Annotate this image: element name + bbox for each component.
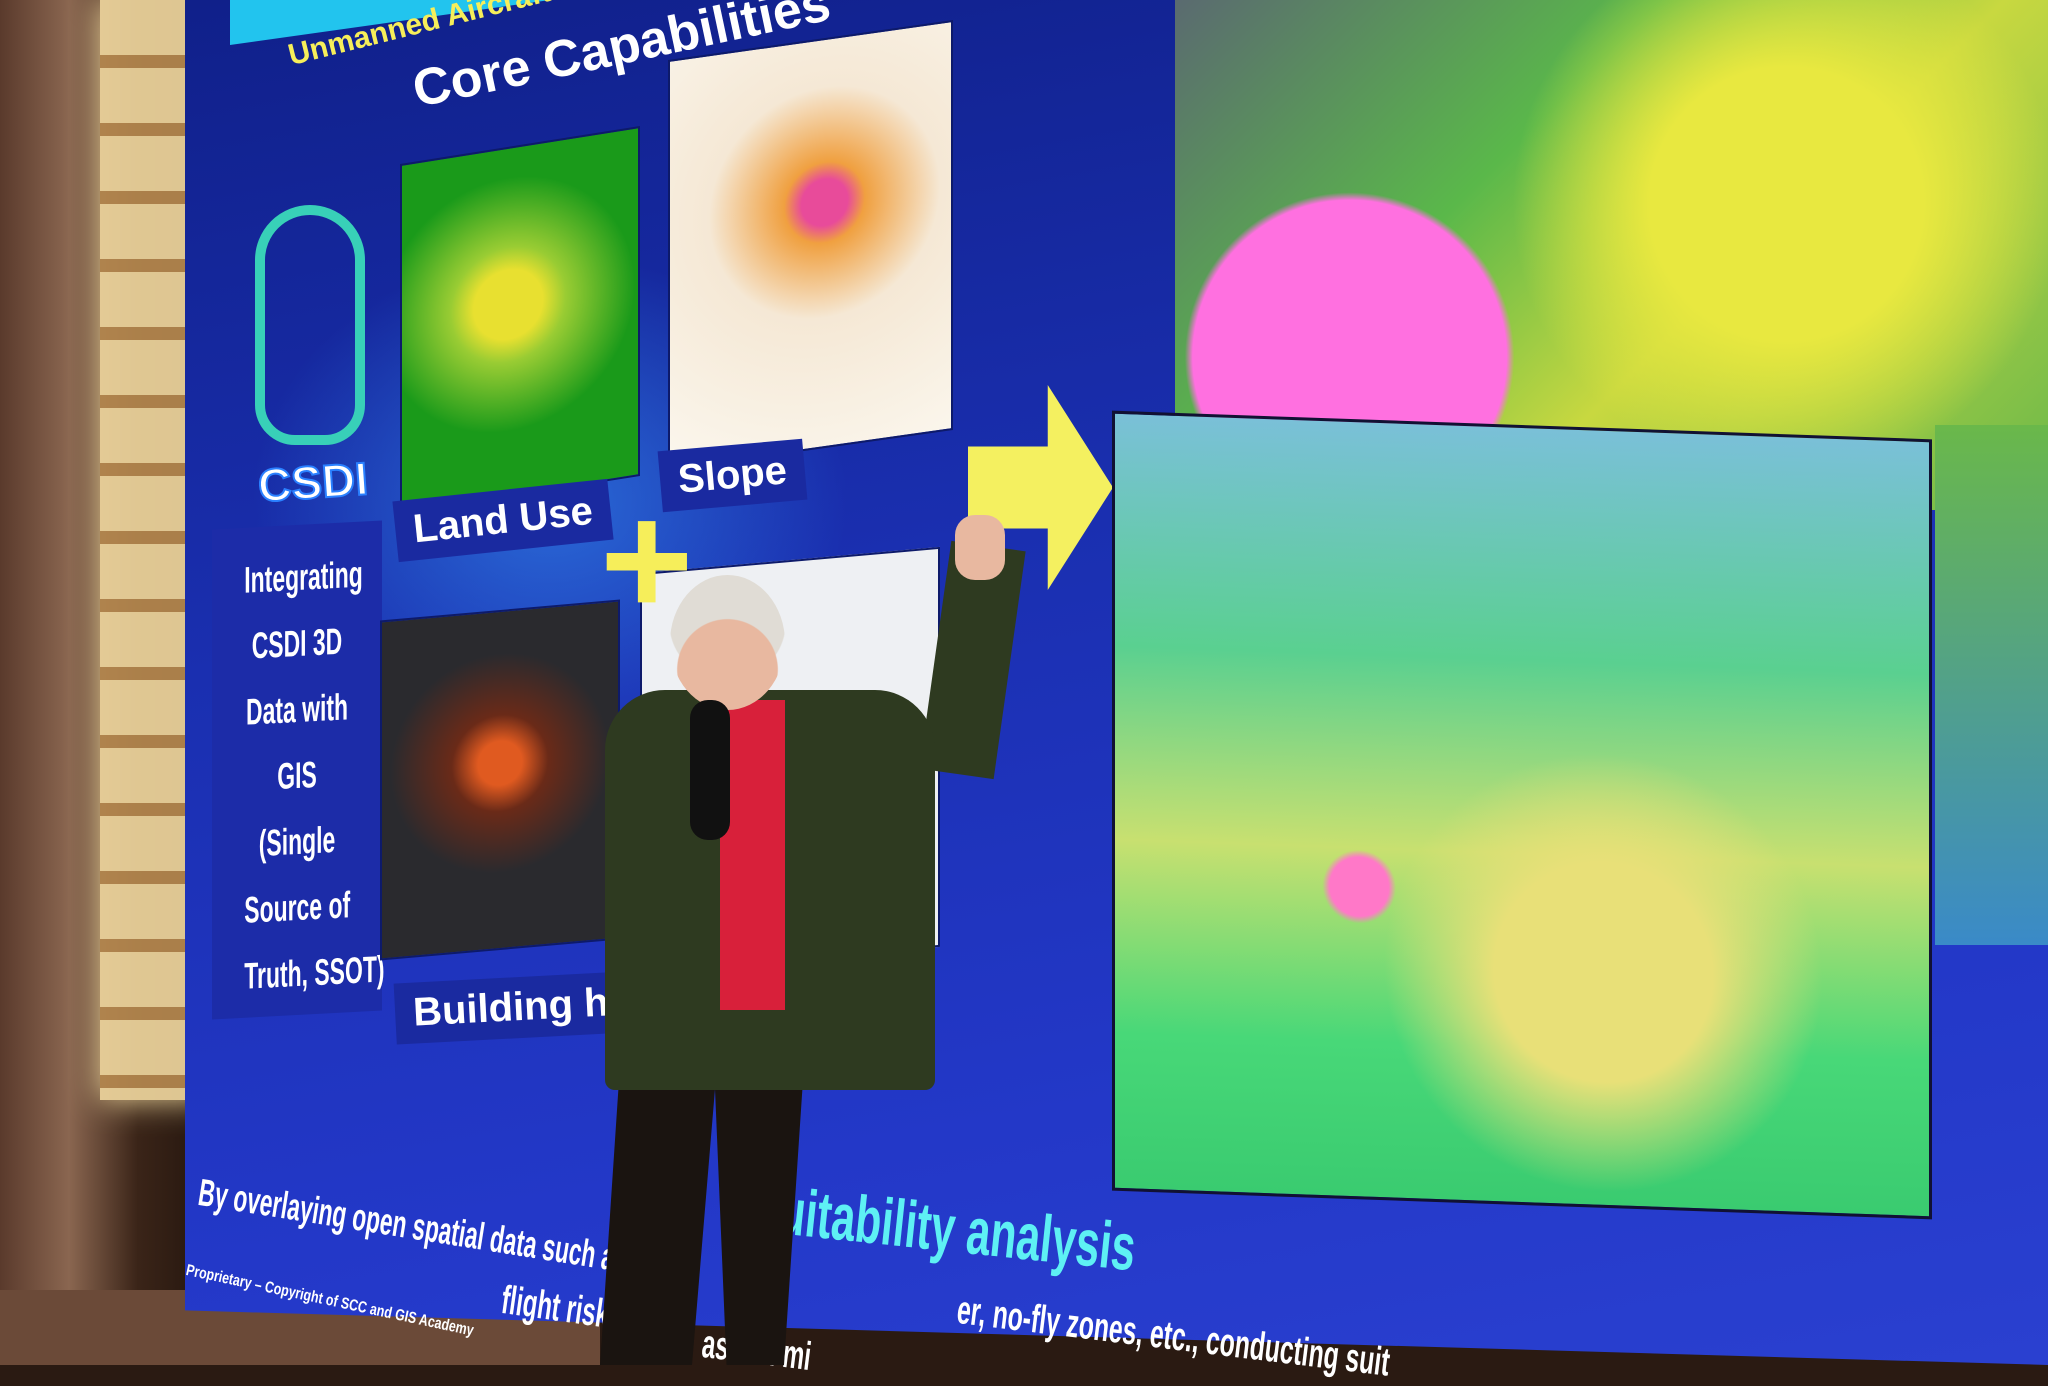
3d-hexagon-map xyxy=(1112,410,1932,1220)
integrating-line: Data with xyxy=(246,686,348,733)
integrating-line: GIS xyxy=(277,753,317,798)
integrating-line: Source of xyxy=(244,884,351,931)
slope-map xyxy=(668,19,953,471)
presenter-head xyxy=(670,575,785,710)
plus-icon: + xyxy=(600,470,694,649)
microphone-icon xyxy=(690,700,730,840)
integrating-line: CSDI 3D xyxy=(251,620,343,667)
logo-text: CSDI xyxy=(255,451,370,513)
csdi-logo-icon xyxy=(255,205,365,445)
integrating-line: Integrating xyxy=(244,553,363,601)
hexagon-map-edge xyxy=(1935,425,2048,945)
integrating-box: Integrating CSDI 3D Data with GIS (Singl… xyxy=(212,520,385,1020)
building-height-map xyxy=(380,599,620,961)
presenter-shirt xyxy=(720,700,785,1010)
integrating-line: (Single xyxy=(258,818,336,865)
integrating-line: Truth, SSOT) xyxy=(244,948,385,997)
presenter-hand xyxy=(955,515,1005,580)
land-use-map xyxy=(400,125,640,515)
